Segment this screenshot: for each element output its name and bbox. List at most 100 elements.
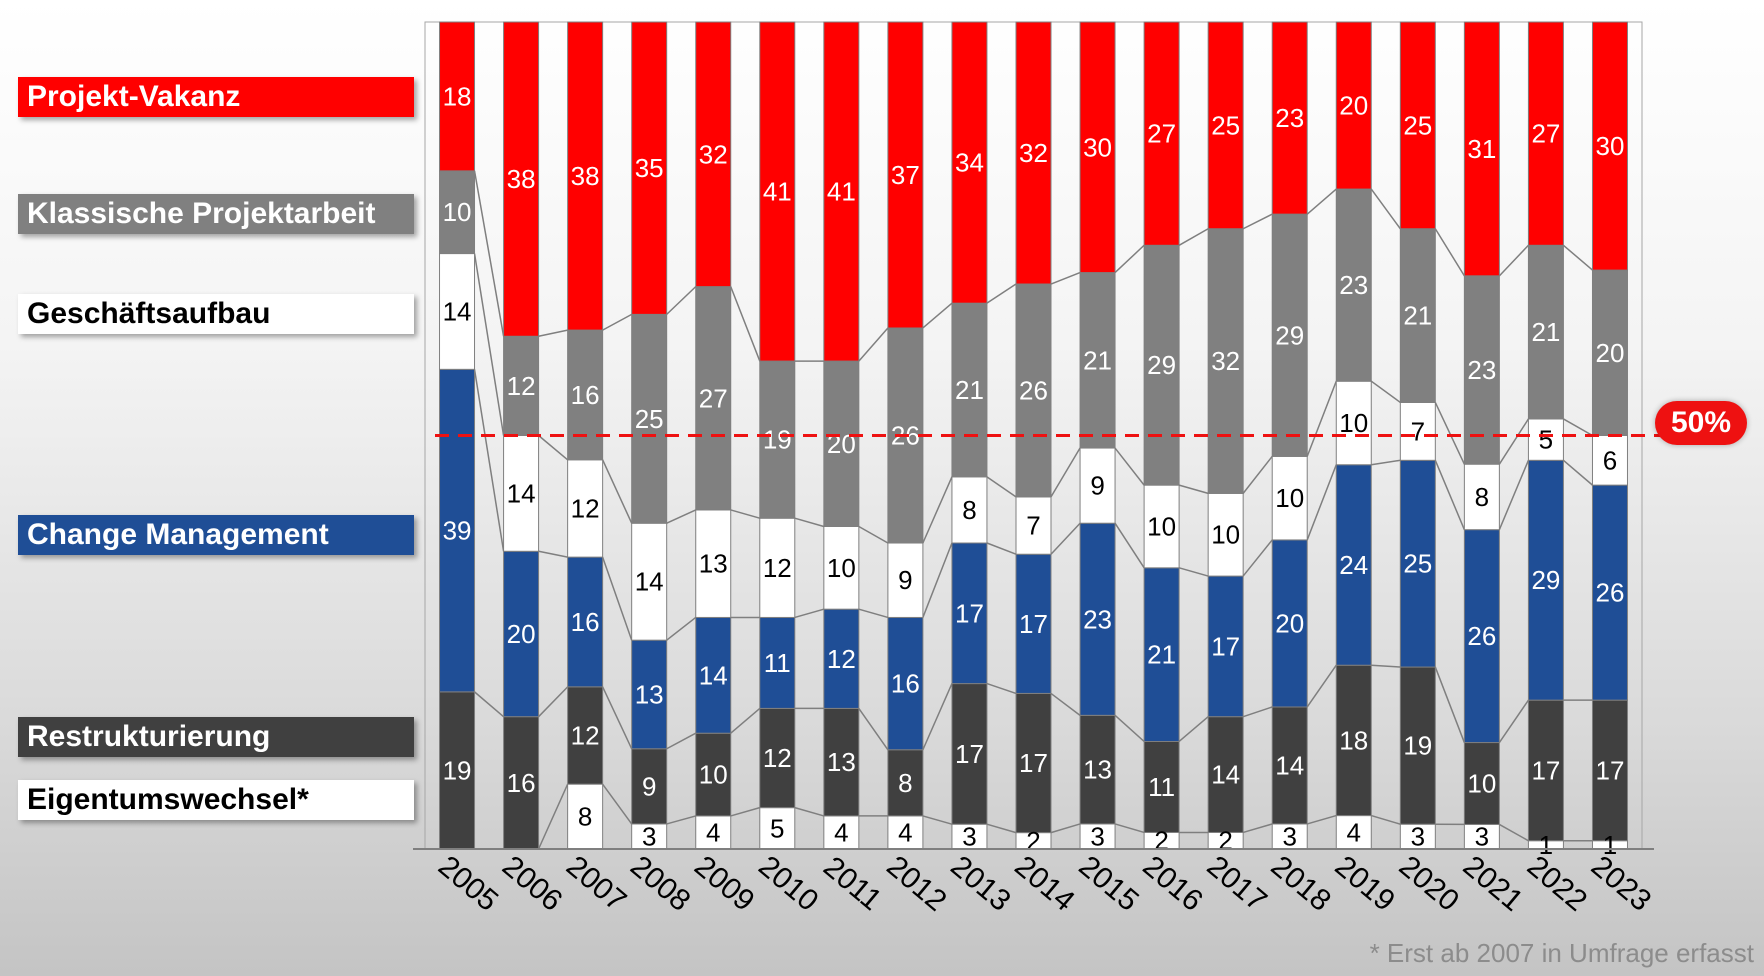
data-label: 29	[1275, 320, 1304, 350]
connector-line	[1434, 402, 1466, 465]
data-label: 12	[827, 644, 856, 674]
connector-line	[1370, 380, 1401, 404]
data-label: 16	[891, 669, 920, 699]
data-label: 27	[1147, 119, 1176, 149]
data-label: 4	[898, 817, 912, 847]
bar-segment	[887, 749, 924, 817]
bar-segment	[1079, 21, 1116, 274]
connector-line	[730, 286, 761, 362]
bar-segment	[1207, 21, 1244, 230]
bar-segment	[1527, 699, 1564, 842]
data-label: 10	[1275, 483, 1304, 513]
data-label: 25	[1403, 110, 1432, 140]
bar-segment	[695, 21, 732, 288]
data-label: 3	[962, 822, 976, 852]
data-label: 35	[635, 153, 664, 183]
bar-segment	[567, 21, 604, 331]
connector-line	[666, 616, 697, 641]
connector-line	[986, 682, 1017, 695]
data-label: 10	[443, 197, 472, 227]
connector-line	[666, 286, 697, 315]
data-label: 18	[443, 81, 472, 111]
bar-segment	[951, 823, 988, 850]
data-label: 23	[1083, 604, 1112, 634]
data-label: 20	[507, 619, 536, 649]
connector-line	[1050, 447, 1081, 498]
data-label: 20	[827, 429, 856, 459]
bar-segment	[1399, 666, 1436, 825]
connector-line	[1563, 418, 1593, 437]
connector-line	[986, 542, 1017, 555]
data-label: 1	[1603, 830, 1617, 860]
data-label: 24	[1339, 550, 1368, 580]
data-label: 19	[763, 425, 792, 455]
bar-2009: 4 10 14 13 27 32	[695, 21, 732, 850]
data-label: 25	[635, 404, 664, 434]
bar-segment	[1079, 447, 1116, 524]
data-label: 30	[1596, 131, 1625, 161]
data-label: 26	[1019, 375, 1048, 405]
bar-segment	[823, 815, 860, 850]
legend-geschaeftsaufbau: Geschäftsaufbau	[18, 294, 414, 334]
connector-line	[1306, 464, 1337, 541]
data-label: 26	[1467, 621, 1496, 651]
data-label: 8	[898, 768, 912, 798]
bar-segment	[1335, 188, 1372, 382]
data-label: 8	[578, 802, 592, 832]
data-label: 26	[1596, 578, 1625, 608]
data-label: 21	[1147, 640, 1176, 670]
connector-line	[473, 170, 505, 337]
bar-segment	[1015, 283, 1052, 498]
connector-line	[1306, 664, 1337, 708]
connector-line	[601, 459, 633, 524]
data-label: 38	[507, 164, 536, 194]
bar-2021: 3 10 26 8 23 31	[1463, 21, 1500, 852]
bar-segment	[1527, 418, 1564, 461]
data-label: 13	[635, 679, 664, 709]
bar-segment	[1207, 716, 1244, 833]
bar-segment	[439, 691, 476, 850]
bar-segment	[759, 21, 796, 362]
bar-2023: 1 17 26 6 20 30	[1591, 21, 1628, 860]
connector-line	[794, 517, 825, 528]
data-label: 10	[699, 760, 728, 790]
x-tick-label: 2023	[1585, 850, 1657, 918]
bar-segment	[1079, 522, 1116, 716]
bar-segment	[951, 21, 988, 304]
data-label: 14	[1275, 750, 1304, 780]
data-label: 14	[635, 567, 664, 597]
connector-line	[1371, 664, 1401, 668]
connector-line	[1114, 522, 1145, 569]
bar-2020: 3 19 25 7 21 25	[1399, 21, 1436, 852]
bar-segment	[823, 360, 860, 527]
data-label: 10	[1211, 520, 1240, 550]
connector-line	[1562, 459, 1593, 486]
bar-segment	[1015, 21, 1052, 285]
bar-segment	[1591, 269, 1628, 436]
data-label: 10	[1339, 408, 1368, 438]
connector-line	[1178, 567, 1209, 577]
connector-line	[1178, 484, 1209, 495]
data-label: 3	[1411, 822, 1425, 852]
bar-segment	[1207, 228, 1244, 494]
connector-line	[922, 542, 953, 618]
connector-line	[1050, 271, 1081, 285]
bar-segment	[951, 683, 988, 825]
bar-2007: 8 12 16 12 16 38	[567, 21, 604, 850]
bar-segment	[1463, 21, 1500, 277]
bar-segment	[1015, 553, 1052, 694]
data-label: 31	[1467, 134, 1496, 164]
connector-line	[1242, 539, 1273, 577]
data-label: 3	[1475, 822, 1489, 852]
connector-line	[1306, 188, 1337, 215]
bar-segment	[631, 522, 668, 641]
data-label: 34	[955, 148, 984, 178]
bar-segment	[631, 21, 668, 315]
data-label: 19	[443, 755, 472, 785]
data-label: 30	[1083, 132, 1112, 162]
legend-label: Geschäftsaufbau	[27, 297, 271, 330]
data-label: 9	[898, 565, 912, 595]
x-tick-label: 2019	[1329, 850, 1401, 918]
